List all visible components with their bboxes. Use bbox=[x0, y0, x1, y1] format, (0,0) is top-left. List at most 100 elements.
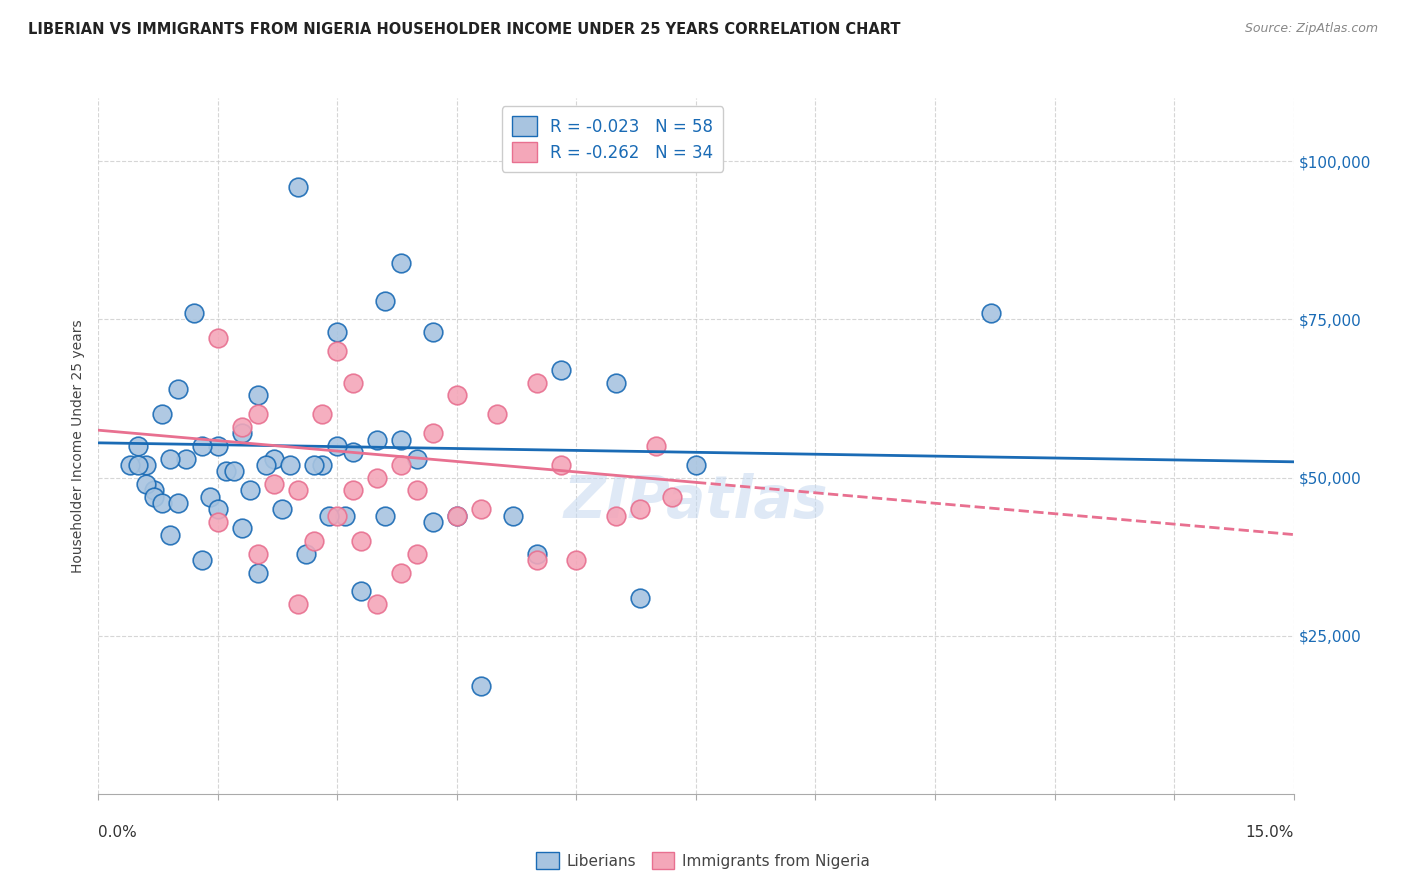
Point bbox=[326, 344, 349, 359]
Point bbox=[366, 470, 388, 484]
Text: LIBERIAN VS IMMIGRANTS FROM NIGERIA HOUSEHOLDER INCOME UNDER 25 YEARS CORRELATIO: LIBERIAN VS IMMIGRANTS FROM NIGERIA HOUS… bbox=[28, 22, 901, 37]
Point bbox=[446, 508, 468, 523]
Point bbox=[191, 553, 214, 567]
Point bbox=[422, 325, 444, 339]
Point bbox=[207, 331, 229, 345]
Point bbox=[342, 376, 364, 390]
Point bbox=[645, 439, 668, 453]
Point bbox=[318, 508, 340, 523]
Point bbox=[366, 433, 388, 447]
Point bbox=[127, 439, 149, 453]
Point bbox=[302, 533, 325, 548]
Point bbox=[222, 464, 245, 478]
Point bbox=[231, 426, 253, 441]
Point bbox=[980, 306, 1002, 320]
Point bbox=[366, 597, 388, 611]
Legend: Liberians, Immigrants from Nigeria: Liberians, Immigrants from Nigeria bbox=[530, 846, 876, 875]
Point bbox=[628, 591, 651, 605]
Point bbox=[311, 458, 333, 472]
Point bbox=[174, 451, 197, 466]
Point bbox=[605, 376, 627, 390]
Point bbox=[326, 325, 349, 339]
Point bbox=[502, 508, 524, 523]
Point bbox=[550, 458, 572, 472]
Point bbox=[605, 508, 627, 523]
Point bbox=[263, 451, 285, 466]
Point bbox=[374, 293, 396, 308]
Point bbox=[246, 547, 269, 561]
Point bbox=[406, 547, 429, 561]
Point bbox=[422, 426, 444, 441]
Text: ZIPatlas: ZIPatlas bbox=[564, 473, 828, 530]
Point bbox=[685, 458, 707, 472]
Point bbox=[207, 439, 229, 453]
Point bbox=[389, 458, 412, 472]
Point bbox=[270, 502, 292, 516]
Point bbox=[446, 388, 468, 402]
Point bbox=[422, 515, 444, 529]
Point bbox=[198, 490, 221, 504]
Point bbox=[159, 451, 181, 466]
Point bbox=[550, 363, 572, 377]
Point bbox=[246, 566, 269, 580]
Point bbox=[342, 483, 364, 498]
Text: 15.0%: 15.0% bbox=[1246, 825, 1294, 840]
Point bbox=[287, 597, 309, 611]
Point bbox=[231, 420, 253, 434]
Point bbox=[135, 477, 157, 491]
Point bbox=[374, 508, 396, 523]
Point bbox=[215, 464, 238, 478]
Point bbox=[231, 521, 253, 535]
Point bbox=[470, 502, 492, 516]
Point bbox=[311, 408, 333, 422]
Y-axis label: Householder Income Under 25 years: Householder Income Under 25 years bbox=[72, 319, 86, 573]
Point bbox=[183, 306, 205, 320]
Point bbox=[485, 408, 508, 422]
Point bbox=[254, 458, 277, 472]
Point bbox=[150, 408, 173, 422]
Point bbox=[191, 439, 214, 453]
Point bbox=[326, 508, 349, 523]
Point bbox=[389, 566, 412, 580]
Point bbox=[287, 179, 309, 194]
Point bbox=[246, 408, 269, 422]
Point bbox=[143, 483, 166, 498]
Point bbox=[335, 508, 357, 523]
Point bbox=[350, 584, 373, 599]
Point bbox=[207, 502, 229, 516]
Point bbox=[263, 477, 285, 491]
Point bbox=[239, 483, 262, 498]
Point bbox=[167, 496, 190, 510]
Text: Source: ZipAtlas.com: Source: ZipAtlas.com bbox=[1244, 22, 1378, 36]
Point bbox=[526, 376, 548, 390]
Point bbox=[565, 553, 588, 567]
Point bbox=[246, 388, 269, 402]
Point bbox=[661, 490, 683, 504]
Point bbox=[389, 433, 412, 447]
Point bbox=[406, 483, 429, 498]
Point bbox=[406, 451, 429, 466]
Point bbox=[342, 445, 364, 459]
Point bbox=[628, 502, 651, 516]
Point bbox=[350, 533, 373, 548]
Legend: R = -0.023   N = 58, R = -0.262   N = 34: R = -0.023 N = 58, R = -0.262 N = 34 bbox=[502, 106, 723, 171]
Point bbox=[287, 483, 309, 498]
Point bbox=[143, 490, 166, 504]
Point bbox=[526, 553, 548, 567]
Point bbox=[446, 508, 468, 523]
Point bbox=[167, 382, 190, 396]
Point bbox=[159, 527, 181, 541]
Point bbox=[326, 439, 349, 453]
Point bbox=[207, 515, 229, 529]
Point bbox=[120, 458, 142, 472]
Point bbox=[150, 496, 173, 510]
Point bbox=[135, 458, 157, 472]
Point bbox=[294, 547, 316, 561]
Point bbox=[470, 679, 492, 693]
Point bbox=[278, 458, 301, 472]
Point bbox=[302, 458, 325, 472]
Point bbox=[389, 255, 412, 269]
Point bbox=[526, 547, 548, 561]
Text: 0.0%: 0.0% bbox=[98, 825, 138, 840]
Point bbox=[127, 458, 149, 472]
